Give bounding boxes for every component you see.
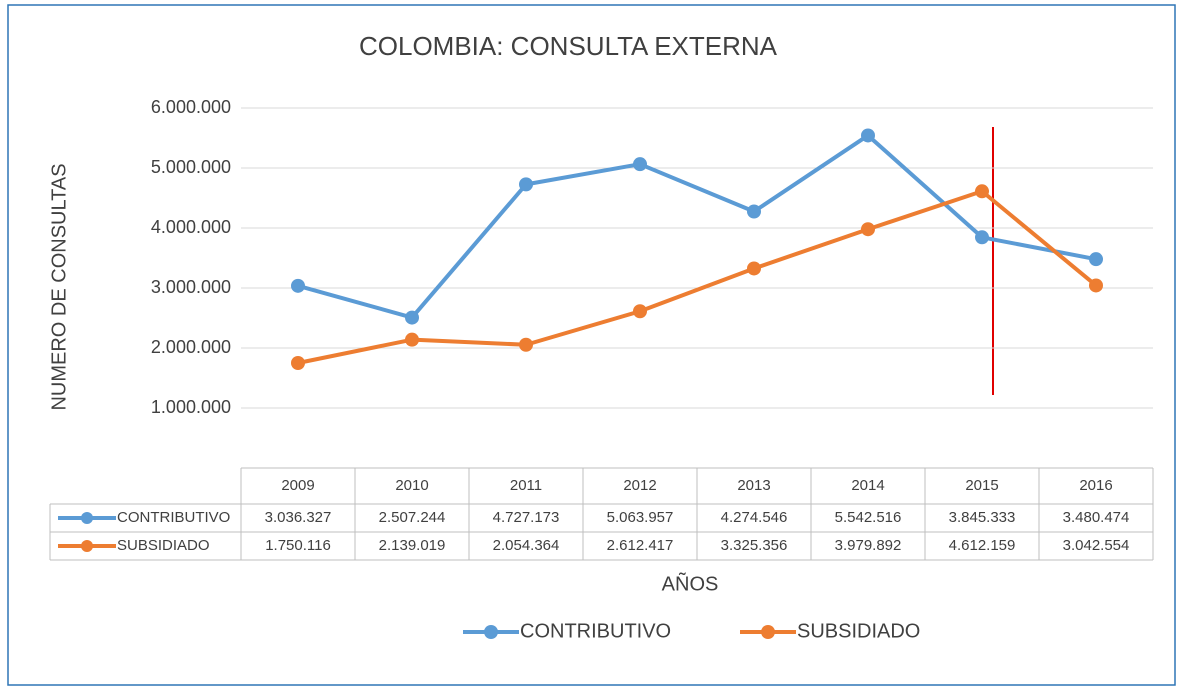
x-axis-label: AÑOS: [662, 571, 719, 595]
table-cell: 5.542.516: [835, 509, 902, 526]
table-cell: 1.750.116: [265, 537, 331, 554]
data-point: [519, 177, 533, 192]
data-point: [1089, 252, 1103, 267]
legend-label: CONTRIBUTIVO: [520, 620, 671, 642]
table-cell: 3.480.474: [1063, 509, 1130, 526]
y-tick-label: 4.000.000: [151, 217, 231, 237]
table-cell: 2.507.244: [379, 509, 446, 526]
y-tick-label: 2.000.000: [151, 337, 231, 357]
table-cell: 2.612.417: [607, 537, 674, 554]
table-series-label: CONTRIBUTIVO: [117, 509, 230, 526]
table-cell: 2.054.364: [493, 537, 560, 554]
x-tick-label: 2010: [395, 477, 428, 494]
table-key-marker: [81, 540, 93, 552]
y-tick-label: 1.000.000: [151, 397, 231, 417]
x-tick-label: 2009: [281, 477, 314, 494]
y-tick-label: 5.000.000: [151, 157, 231, 177]
table-cell: 3.325.356: [721, 537, 788, 554]
x-tick-label: 2014: [851, 477, 884, 494]
y-tick-label: 3.000.000: [151, 277, 231, 297]
table-cell: 4.727.173: [493, 509, 560, 526]
legend-label: SUBSIDIADO: [797, 620, 920, 642]
table-cell: 3.036.327: [265, 509, 332, 526]
table-key-marker: [81, 512, 93, 524]
data-point: [861, 128, 875, 143]
data-point: [975, 184, 989, 199]
table-cell: 5.063.957: [607, 509, 674, 526]
x-tick-label: 2013: [737, 477, 770, 494]
data-point: [633, 157, 647, 172]
x-tick-label: 2011: [510, 477, 542, 494]
x-tick-label: 2015: [965, 477, 998, 494]
chart-frame: [7, 4, 1176, 686]
data-point: [405, 332, 419, 347]
y-axis-label: NUMERO DE CONSULTAS: [48, 163, 70, 410]
data-point: [633, 304, 647, 319]
data-point: [519, 337, 533, 352]
y-tick-label: 6.000.000: [151, 97, 231, 117]
data-point: [1089, 278, 1103, 293]
table-cell: 3.042.554: [1063, 537, 1130, 554]
table-cell: 4.274.546: [721, 509, 788, 526]
table-cell: 4.612.159: [949, 537, 1016, 554]
data-point: [291, 278, 305, 293]
series-line: [297, 189, 1098, 365]
data-point: [747, 261, 761, 276]
data-point: [861, 222, 875, 237]
series-line: [297, 133, 1097, 320]
legend-marker: [761, 625, 775, 639]
table-cell: 2.139.019: [379, 537, 446, 554]
legend-marker: [484, 625, 498, 639]
table-cell: 3.979.892: [835, 537, 902, 554]
table-series-label: SUBSIDIADO: [117, 537, 210, 554]
data-point: [975, 230, 989, 245]
data-point: [747, 204, 761, 219]
x-tick-label: 2012: [623, 477, 656, 494]
x-tick-label: 2016: [1079, 477, 1112, 494]
chart-title: COLOMBIA: CONSULTA EXTERNA: [359, 31, 778, 61]
table-cell: 3.845.333: [949, 509, 1016, 526]
data-point: [405, 310, 419, 325]
data-point: [291, 355, 305, 370]
